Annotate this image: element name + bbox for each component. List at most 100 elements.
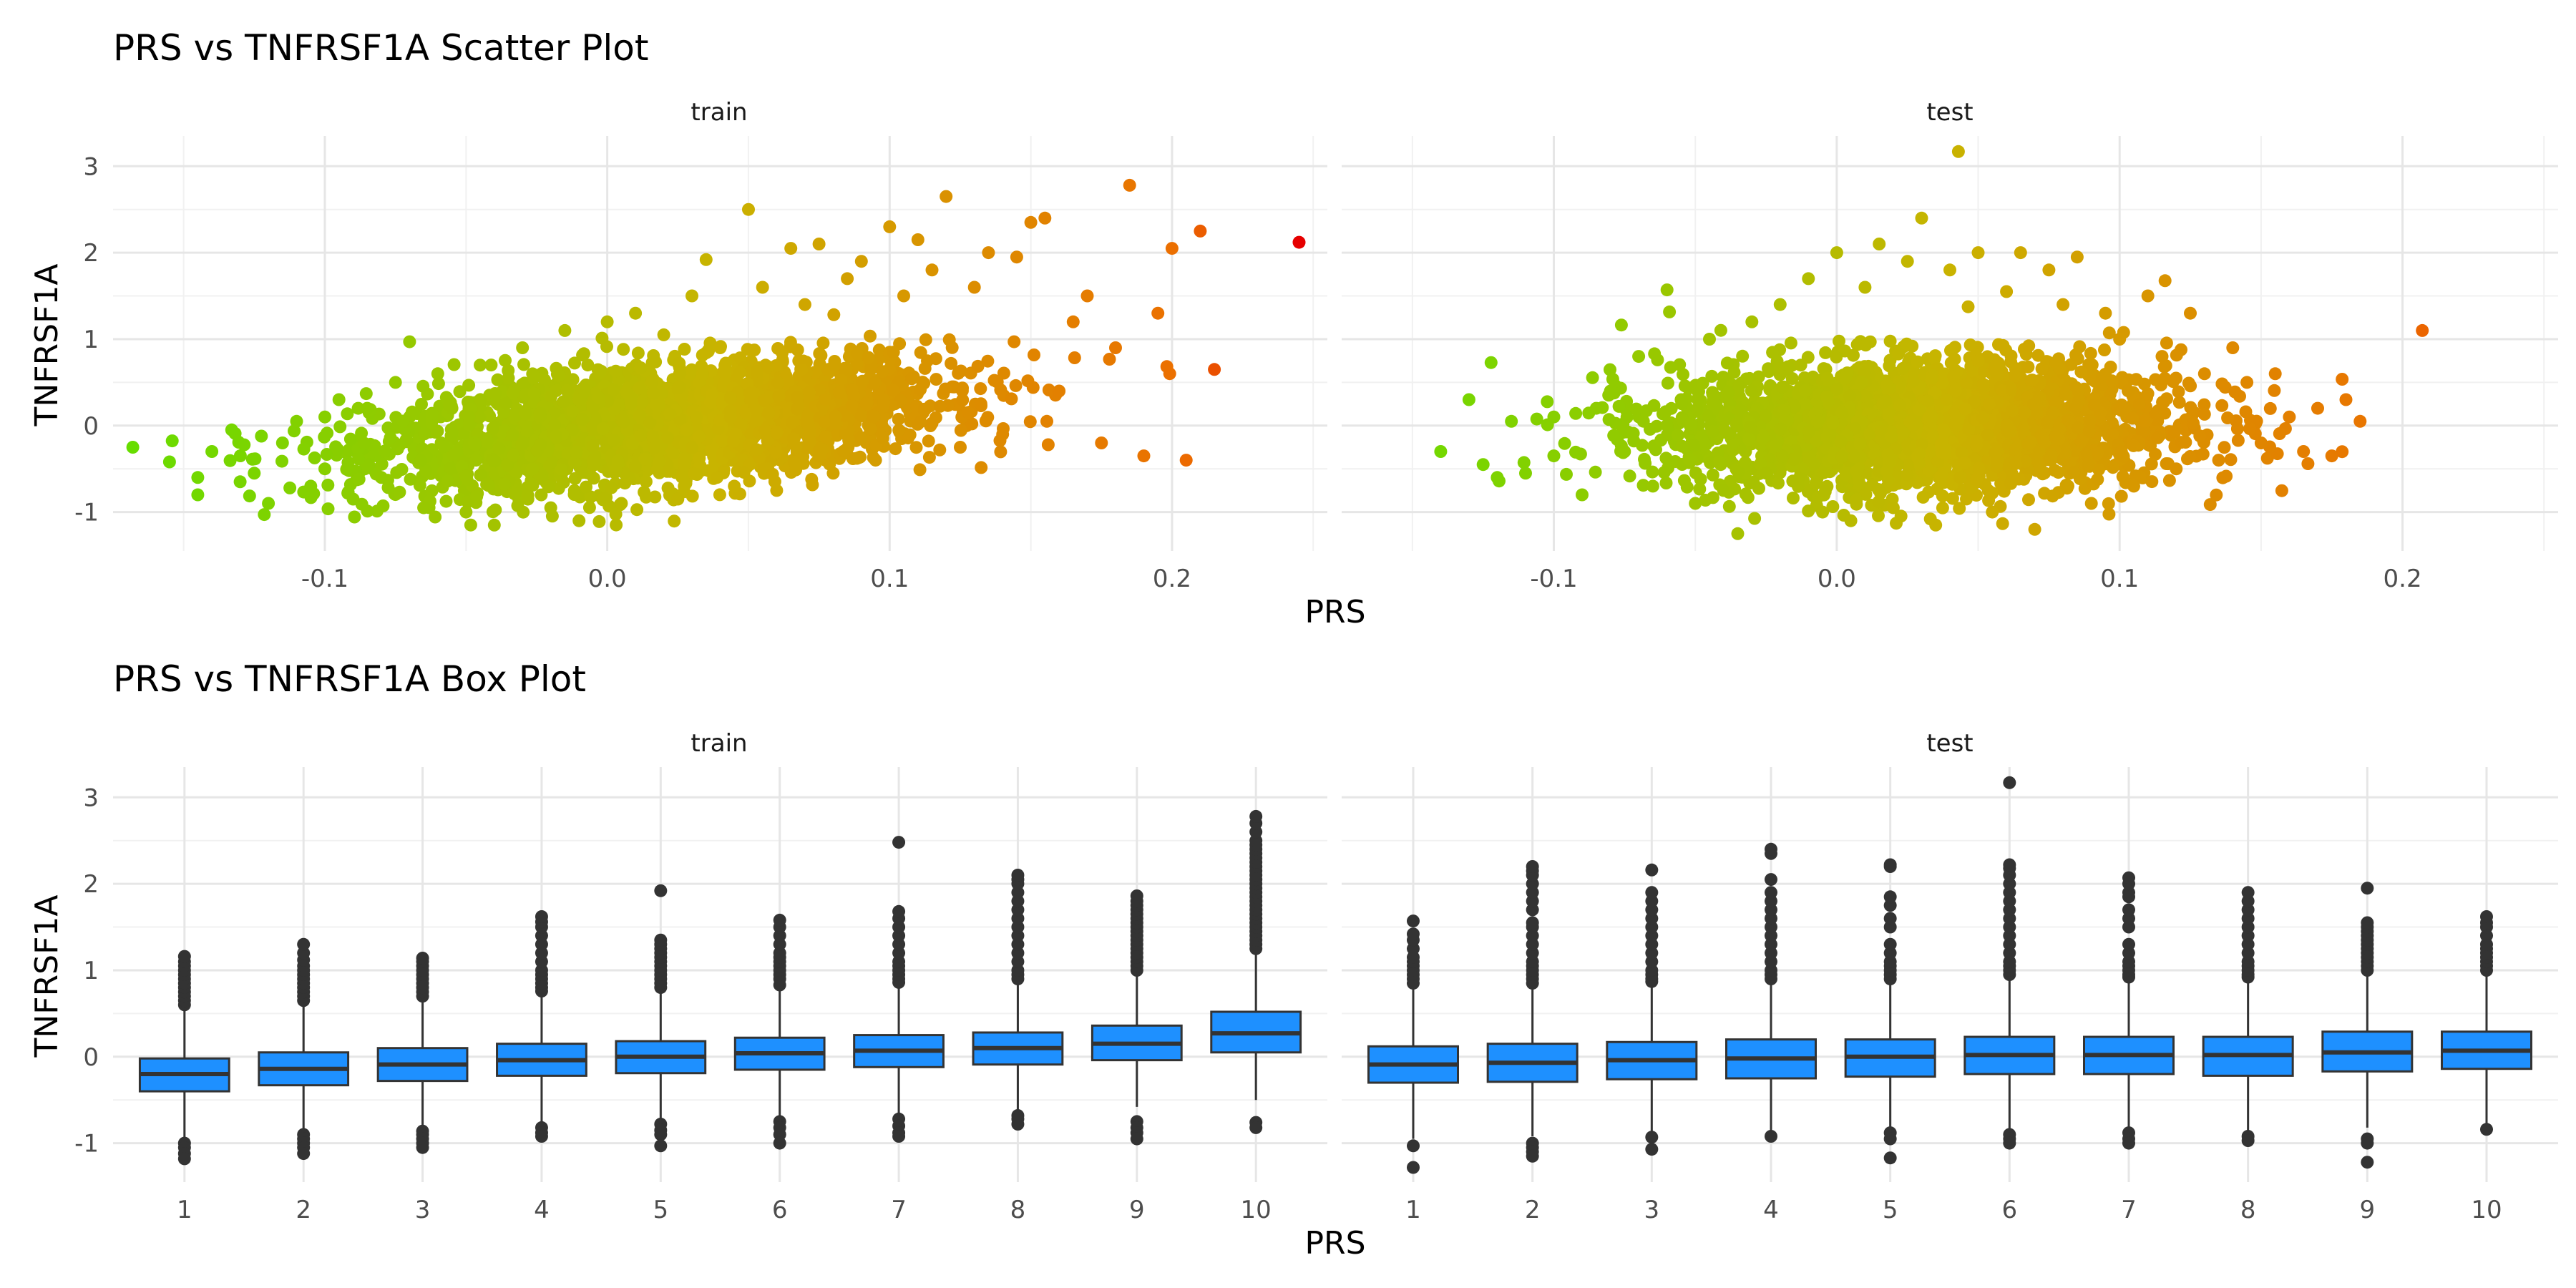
- scatter-point: [1883, 334, 1897, 348]
- scatter-point: [617, 343, 630, 356]
- scatter-point: [462, 379, 476, 392]
- scatter-point: [506, 386, 519, 400]
- scatter-point: [534, 438, 547, 451]
- scatter-point: [374, 471, 388, 484]
- scatter-point: [393, 485, 406, 499]
- scatter-point: [962, 406, 975, 419]
- scatter-point: [238, 438, 251, 452]
- scatter-point: [1713, 455, 1726, 469]
- scatter-point: [856, 374, 869, 388]
- scatter-point: [956, 394, 970, 406]
- scatter-point: [258, 508, 271, 522]
- scatter-point: [997, 366, 1010, 380]
- scatter-point: [2074, 365, 2088, 379]
- scatter-point: [566, 404, 580, 418]
- scatter-point: [2114, 489, 2128, 503]
- scatter-point: [897, 289, 910, 303]
- scatter-point: [1802, 504, 1815, 518]
- scatter-point: [889, 442, 902, 456]
- scatter-point: [1991, 356, 2005, 370]
- scatter-title: PRS vs TNFRSF1A Scatter Plot: [113, 27, 648, 69]
- scatter-point: [2021, 360, 2035, 374]
- scatter-point: [911, 233, 924, 246]
- scatter-point: [971, 359, 985, 373]
- scatter-point: [804, 425, 817, 439]
- scatter-point: [1659, 477, 1673, 489]
- scatter-point: [318, 430, 331, 444]
- scatter-point: [575, 413, 589, 426]
- scatter-point: [673, 356, 686, 370]
- scatter-point: [940, 190, 953, 203]
- scatter-point: [191, 471, 205, 484]
- scatter-point: [351, 401, 365, 415]
- scatter-point: [2046, 489, 2059, 503]
- scatter-point: [538, 374, 551, 386]
- scatter-point: [2273, 427, 2286, 440]
- scatter-point: [575, 466, 589, 479]
- scatter-point: [609, 463, 623, 477]
- scatter-point: [812, 384, 826, 397]
- scatter-point: [1607, 429, 1621, 442]
- scatter-point: [620, 385, 633, 399]
- scatter-point: [506, 429, 519, 442]
- scatter-point: [965, 417, 979, 431]
- scatter-point: [872, 343, 886, 357]
- scatter-point: [680, 423, 693, 436]
- scatter-point: [609, 507, 623, 521]
- scatter-y-tick-label: -1: [74, 499, 99, 527]
- scatter-point: [233, 449, 247, 462]
- scatter-point: [750, 443, 763, 457]
- scatter-x-tick-label: 0.0: [588, 565, 627, 593]
- scatter-point: [2098, 343, 2111, 356]
- scatter-point: [2151, 431, 2165, 444]
- scatter-point: [832, 386, 846, 399]
- scatter-point: [2160, 392, 2173, 406]
- scatter-point: [429, 510, 442, 524]
- scatter-point: [233, 475, 247, 489]
- scatter-point: [771, 376, 785, 389]
- scatter-point: [1041, 438, 1055, 452]
- scatter-point: [1137, 449, 1151, 463]
- scatter-point: [2102, 497, 2115, 510]
- scatter-point: [331, 442, 344, 456]
- scatter-point: [1626, 426, 1640, 440]
- scatter-point: [954, 441, 967, 454]
- scatter-point: [1647, 399, 1661, 412]
- scatter-point: [275, 454, 288, 468]
- scatter-point: [1068, 351, 1081, 364]
- scatter-point: [674, 391, 688, 404]
- scatter-point: [361, 401, 374, 415]
- scatter-point: [515, 438, 529, 452]
- scatter-point: [2179, 436, 2192, 449]
- scatter-point: [713, 488, 726, 502]
- scatter-point: [761, 360, 774, 374]
- scatter-point: [650, 399, 663, 412]
- scatter-point: [866, 409, 879, 423]
- scatter-point: [876, 431, 889, 445]
- scatter-point: [491, 373, 504, 386]
- scatter-point: [225, 423, 238, 436]
- scatter-point: [2203, 498, 2217, 512]
- scatter-point: [713, 414, 727, 427]
- scatter-point: [348, 510, 361, 524]
- scatter-point: [1095, 436, 1108, 449]
- scatter-point: [1720, 356, 1734, 370]
- scatter-point: [384, 431, 397, 444]
- scatter-point: [693, 452, 706, 465]
- scatter-point: [560, 384, 574, 397]
- scatter-point: [929, 352, 942, 366]
- scatter-point: [368, 439, 381, 452]
- scatter-point: [887, 384, 899, 397]
- scatter-point: [816, 336, 830, 350]
- scatter-point: [557, 395, 570, 409]
- scatter-point: [555, 463, 568, 477]
- scatter-point: [845, 399, 859, 412]
- scatter-point: [445, 401, 459, 415]
- scatter-point: [527, 386, 541, 400]
- scatter-point: [673, 367, 686, 381]
- scatter-point: [864, 422, 877, 436]
- scatter-point: [909, 441, 923, 454]
- scatter-point: [625, 437, 639, 451]
